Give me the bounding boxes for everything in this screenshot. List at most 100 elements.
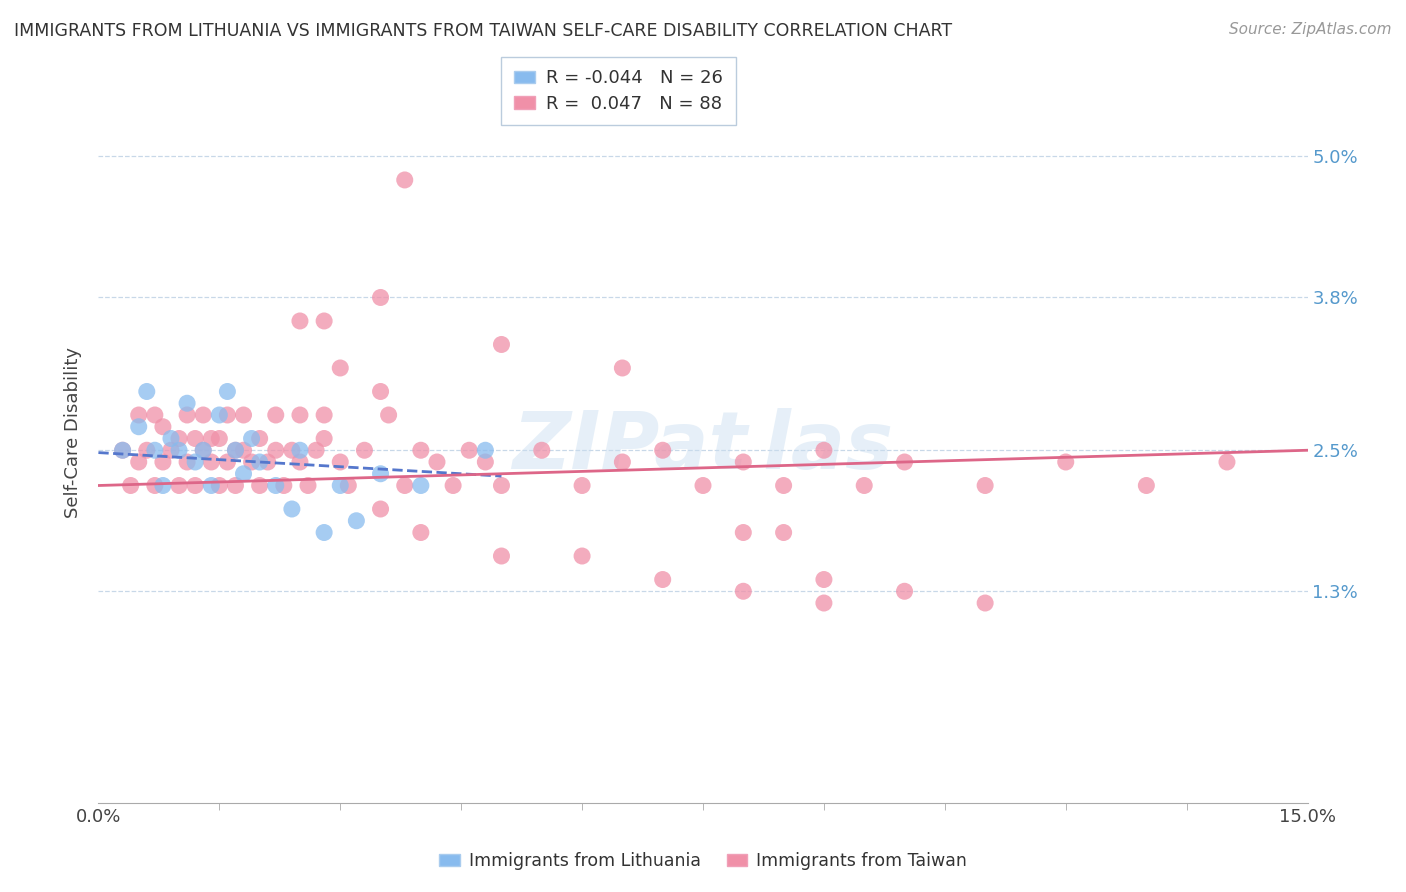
Point (314, 314, 336, 328)
Point (813, 573, 835, 587)
Legend: Immigrants from Lithuania, Immigrants from Taiwan: Immigrants from Lithuania, Immigrants fr… (430, 843, 976, 879)
Point (160, 443, 183, 458)
Point (853, 478, 876, 492)
Point (288, 455, 311, 469)
Point (200, 478, 222, 492)
Point (128, 408, 150, 422)
Point (160, 432, 183, 446)
Point (329, 478, 352, 492)
Point (377, 408, 399, 422)
Point (224, 443, 246, 458)
Point (281, 502, 304, 516)
Point (281, 443, 304, 458)
Point (370, 467, 392, 481)
Point (249, 478, 271, 492)
Point (314, 525, 336, 540)
Point (813, 596, 835, 610)
Point (893, 455, 915, 469)
Point (193, 443, 215, 458)
Point (344, 514, 367, 528)
Point (426, 455, 449, 469)
Point (394, 478, 416, 492)
Point (288, 314, 311, 328)
Point (409, 443, 432, 458)
Point (135, 384, 157, 399)
Point (193, 408, 215, 422)
Point (176, 455, 198, 469)
Point (474, 455, 496, 469)
Point (200, 455, 222, 469)
Point (733, 525, 755, 540)
Point (167, 478, 190, 492)
Point (208, 432, 231, 446)
Point (184, 478, 207, 492)
Point (772, 525, 794, 540)
Point (249, 455, 271, 469)
Point (1135, 478, 1157, 492)
Point (692, 478, 714, 492)
Point (111, 443, 134, 458)
Point (651, 573, 673, 587)
Point (264, 408, 287, 422)
Point (200, 432, 222, 446)
Point (329, 455, 352, 469)
Text: IMMIGRANTS FROM LITHUANIA VS IMMIGRANTS FROM TAIWAN SELF-CARE DISABILITY CORRELA: IMMIGRANTS FROM LITHUANIA VS IMMIGRANTS … (14, 22, 952, 40)
Point (120, 478, 142, 492)
Point (232, 408, 254, 422)
Point (370, 502, 392, 516)
Point (314, 432, 336, 446)
Point (128, 455, 150, 469)
Point (491, 549, 513, 563)
Point (167, 432, 190, 446)
Point (1216, 455, 1239, 469)
Point (297, 478, 319, 492)
Point (240, 432, 263, 446)
Point (651, 443, 673, 458)
Point (441, 478, 464, 492)
Point (264, 443, 287, 458)
Point (217, 455, 239, 469)
Point (813, 443, 835, 458)
Point (370, 290, 392, 304)
Point (167, 443, 190, 458)
Point (974, 478, 997, 492)
Legend: R = -0.044   N = 26, R =  0.047   N = 88: R = -0.044 N = 26, R = 0.047 N = 88 (501, 57, 735, 125)
Point (337, 478, 360, 492)
Point (176, 408, 198, 422)
Point (264, 478, 287, 492)
Point (176, 396, 198, 410)
Point (612, 361, 634, 376)
Point (111, 443, 134, 458)
Text: ZIPat las: ZIPat las (512, 409, 894, 486)
Point (217, 384, 239, 399)
Point (733, 584, 755, 599)
Point (240, 455, 263, 469)
Point (409, 478, 432, 492)
Point (530, 443, 553, 458)
Point (893, 584, 915, 599)
Point (288, 408, 311, 422)
Point (353, 443, 375, 458)
Point (224, 443, 246, 458)
Point (612, 455, 634, 469)
Point (474, 443, 496, 458)
Point (409, 525, 432, 540)
Point (571, 478, 593, 492)
Point (733, 455, 755, 469)
Point (249, 432, 271, 446)
Point (394, 173, 416, 187)
Point (273, 478, 295, 492)
Point (184, 455, 207, 469)
Point (193, 443, 215, 458)
Point (329, 361, 352, 376)
Point (184, 432, 207, 446)
Text: Source: ZipAtlas.com: Source: ZipAtlas.com (1229, 22, 1392, 37)
Point (974, 596, 997, 610)
Point (232, 443, 254, 458)
Point (491, 337, 513, 351)
Point (288, 443, 311, 458)
Point (143, 478, 166, 492)
Point (314, 408, 336, 422)
Point (458, 443, 481, 458)
Point (772, 478, 794, 492)
